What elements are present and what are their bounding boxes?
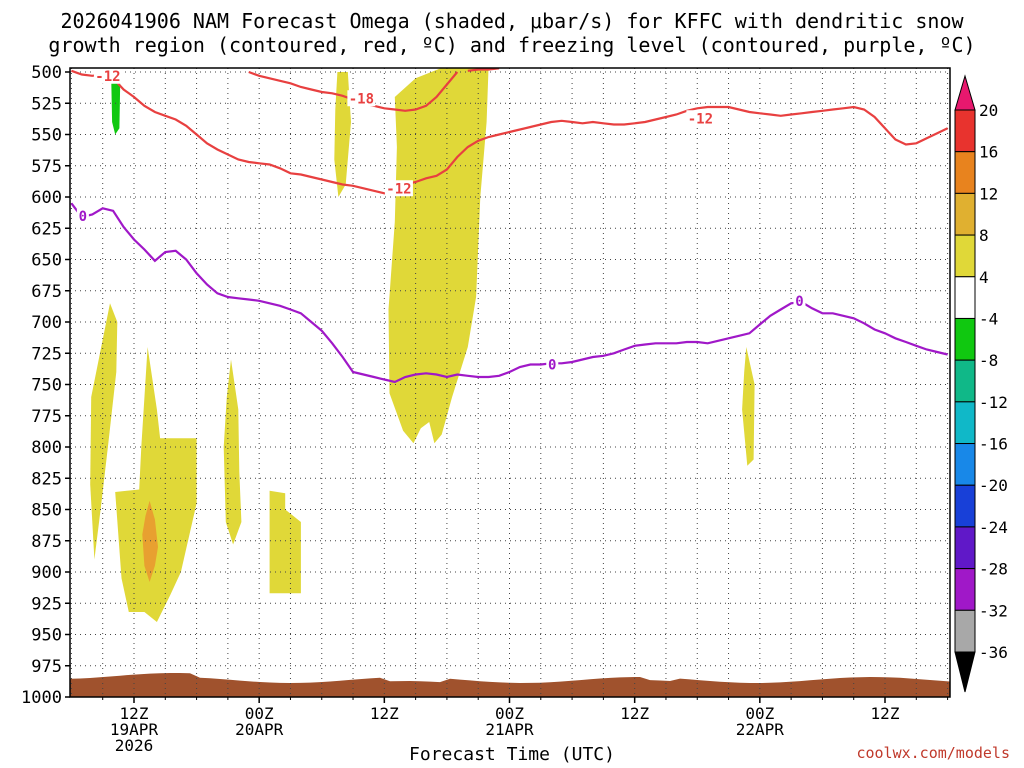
y-axis-tick-label: 650 bbox=[31, 251, 62, 271]
colorbar-label: 12 bbox=[979, 184, 998, 203]
y-axis-tick-label: 1000 bbox=[21, 688, 62, 708]
x-axis-tick-label: 2026 bbox=[115, 736, 154, 755]
x-axis-label: Forecast Time (UTC) bbox=[409, 744, 615, 765]
y-axis-tick-label: 600 bbox=[31, 188, 62, 208]
y-axis-tick-label: 625 bbox=[31, 219, 62, 239]
x-axis-tick-label: 12Z bbox=[620, 704, 649, 723]
contour-label-minus12: -12 bbox=[95, 69, 120, 85]
x-axis-tick-label: 12Z bbox=[370, 704, 399, 723]
omega-shade-region bbox=[115, 347, 197, 622]
terrain-fill bbox=[70, 673, 950, 697]
colorbar-swatch bbox=[954, 484, 976, 528]
y-axis-tick-label: 900 bbox=[31, 563, 62, 583]
colorbar-label: -12 bbox=[979, 393, 1008, 412]
colorbar-top-arrow bbox=[954, 74, 976, 111]
colorbar-swatch bbox=[954, 359, 976, 403]
x-axis-tick-label: 00Z bbox=[245, 704, 274, 723]
colorbar-swatch bbox=[954, 401, 976, 445]
y-axis-tick-label: 700 bbox=[31, 313, 62, 333]
omega-shade-region bbox=[742, 347, 755, 466]
colorbar-label: -20 bbox=[979, 476, 1008, 495]
contour-label-minus12: -12 bbox=[386, 181, 411, 197]
omega-shade-region bbox=[90, 303, 118, 560]
x-axis-tick-label: 20APR bbox=[235, 720, 284, 739]
colorbar-label: 4 bbox=[979, 268, 989, 287]
y-axis-tick-label: 675 bbox=[31, 282, 62, 302]
x-axis-tick-label: 22APR bbox=[736, 720, 785, 739]
colorbar-label: 20 bbox=[979, 101, 998, 120]
contour-label-bg bbox=[793, 292, 806, 309]
colorbar-label: 8 bbox=[979, 226, 989, 245]
contour-label-zero: 0 bbox=[79, 209, 87, 225]
contour-label-bg bbox=[686, 110, 715, 127]
omega-shade-region bbox=[223, 359, 242, 545]
colorbar-swatch bbox=[954, 526, 976, 570]
colorbar-label: -28 bbox=[979, 560, 1008, 579]
colorbar-swatch bbox=[954, 443, 976, 486]
y-axis-tick-label: 525 bbox=[31, 94, 62, 114]
contour-label-bg bbox=[93, 67, 122, 84]
contour-label-bg bbox=[76, 207, 89, 224]
y-axis-tick-label: 950 bbox=[31, 626, 62, 646]
colorbar-swatch bbox=[954, 317, 976, 361]
y-axis-tick-label: 725 bbox=[31, 344, 62, 364]
contour-label-zero: 0 bbox=[795, 294, 803, 310]
omega-shade-region bbox=[142, 500, 158, 582]
y-axis-tick-label: 500 bbox=[31, 63, 62, 83]
y-axis-tick-label: 850 bbox=[31, 501, 62, 521]
colorbar-swatch bbox=[954, 151, 976, 194]
colorbar-label: -16 bbox=[979, 435, 1008, 454]
y-axis-tick-label: 550 bbox=[31, 126, 62, 146]
y-axis-tick-label: 875 bbox=[31, 532, 62, 552]
colorbar-label: -32 bbox=[979, 601, 1008, 620]
y-axis-tick-label: 750 bbox=[31, 376, 62, 396]
contour-label-bg bbox=[546, 356, 559, 373]
colorbar-label: 16 bbox=[979, 143, 998, 162]
colorbar-bottom-arrow bbox=[954, 651, 976, 693]
contour-dendritic-line bbox=[467, 68, 500, 72]
y-axis-tick-label: 925 bbox=[31, 594, 62, 614]
y-axis-tick-label: 825 bbox=[31, 469, 62, 489]
plot-frame bbox=[69, 67, 951, 698]
colorbar-swatch bbox=[954, 234, 976, 278]
colorbar-swatch bbox=[954, 568, 976, 611]
omega-shade-region bbox=[269, 490, 301, 594]
x-axis-tick-label: 19APR bbox=[110, 720, 159, 739]
colorbar-swatch bbox=[954, 276, 976, 319]
contour-label-bg bbox=[347, 90, 376, 107]
colorbar-swatch bbox=[954, 192, 976, 236]
chart-title-line-1: 2026041906 NAM Forecast Omega (shaded, μ… bbox=[60, 9, 964, 33]
colorbar-swatch bbox=[954, 609, 976, 653]
contour-label-zero: 0 bbox=[548, 358, 556, 374]
x-axis-tick-label: 00Z bbox=[745, 704, 774, 723]
y-axis-tick-label: 975 bbox=[31, 657, 62, 677]
contour-freezing-level-line bbox=[70, 202, 948, 384]
colorbar-label: -24 bbox=[979, 518, 1008, 537]
colorbar-label: -36 bbox=[979, 643, 1008, 662]
x-axis-tick-label: 12Z bbox=[120, 704, 149, 723]
x-axis-tick-label: 00Z bbox=[495, 704, 524, 723]
omega-shade-region bbox=[388, 68, 489, 444]
y-axis-tick-label: 800 bbox=[31, 438, 62, 458]
contour-dendritic-line bbox=[103, 68, 949, 196]
x-axis-tick-label: 12Z bbox=[871, 704, 900, 723]
omega-shade-region bbox=[334, 72, 351, 197]
y-axis-tick-label: 575 bbox=[31, 157, 62, 177]
y-axis-tick-label: 775 bbox=[31, 407, 62, 427]
credit-text: coolwx.com/models bbox=[856, 744, 1010, 762]
colorbar-label: -8 bbox=[979, 351, 998, 370]
chart-title-line-2: growth region (contoured, red, ºC) and f… bbox=[48, 33, 976, 57]
colorbar-label: -4 bbox=[979, 309, 998, 328]
contour-label-minus18: -18 bbox=[349, 91, 374, 107]
contour-label-minus12: -12 bbox=[688, 111, 713, 127]
colorbar-swatch bbox=[954, 109, 976, 153]
contour-label-bg bbox=[384, 180, 413, 197]
x-axis-tick-label: 21APR bbox=[485, 720, 534, 739]
